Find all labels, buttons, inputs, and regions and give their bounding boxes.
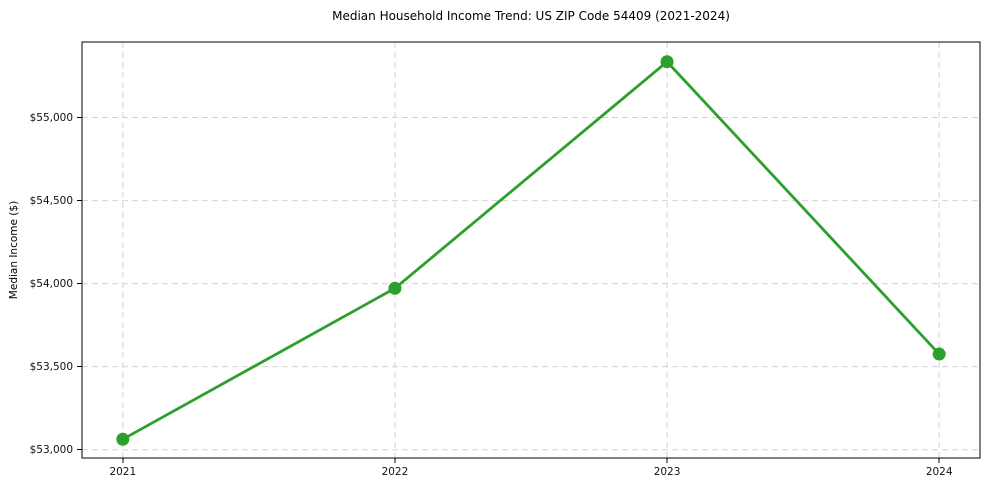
data-point-2024 (932, 347, 946, 361)
y-tick-label: $54,500 (30, 195, 73, 207)
axes-border (81, 41, 981, 459)
chart-title: Median Household Income Trend: US ZIP Co… (332, 9, 730, 23)
x-tick-label: 2024 (926, 466, 953, 478)
y-tick-label: $53,500 (30, 361, 73, 373)
x-tick-label: 2021 (109, 466, 136, 478)
y-tick-label: $54,000 (30, 278, 73, 290)
data-point-2023 (660, 55, 674, 69)
y-tick-label: $53,000 (30, 444, 73, 456)
data-point-2021 (116, 432, 130, 446)
x-tick-label: 2022 (382, 466, 409, 478)
y-tick-label: $55,000 (30, 112, 73, 124)
data-point-2022 (388, 281, 402, 295)
income-trend-line (121, 60, 941, 441)
x-tick-label: 2023 (654, 466, 681, 478)
